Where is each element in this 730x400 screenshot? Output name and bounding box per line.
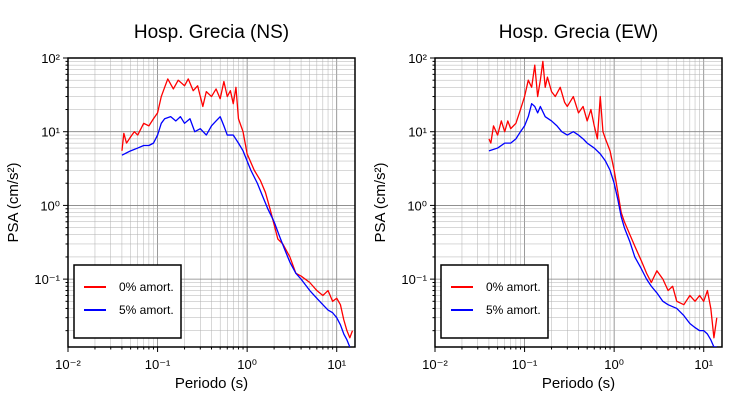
chart-panel-ns: 10⁻² 10⁻¹ 10⁰ 10¹ 10⁻¹ 10⁰ 10¹ 10² Hosp. Grecia …: [5, 22, 356, 392]
legend-label: 0% amort.: [486, 280, 541, 294]
x-axis-label: Periodo (s): [542, 375, 615, 392]
series-group: [121, 78, 354, 339]
series-line-damping-0: [488, 60, 718, 339]
series-line-damping-5: [121, 116, 351, 347]
legend-label: 0% amort.: [119, 280, 174, 294]
legend-box: [73, 264, 182, 339]
x-tick-label: 10⁰: [604, 357, 624, 372]
chart-title: Hosp. Grecia (NS): [134, 22, 289, 43]
legend: 0% amort. 5% amort.: [73, 264, 182, 339]
chart-panel-ew: 10⁻² 10⁻¹ 10⁰ 10¹ 10⁻¹ 10⁰ 10¹ 10² Hosp. Grecia …: [372, 22, 723, 392]
legend-box: [440, 264, 549, 339]
y-axis-label: PSA (cm/s²): [5, 162, 22, 242]
y-tick-label: 10²: [41, 51, 60, 66]
x-tick-label: 10¹: [327, 357, 346, 372]
x-tick-label: 10⁻¹: [145, 357, 171, 372]
x-tick-label: 10⁻²: [422, 357, 448, 372]
series-group: [121, 116, 351, 347]
y-tick-label: 10⁻¹: [401, 272, 427, 287]
y-tick-label: 10⁻¹: [34, 272, 60, 287]
y-tick-label: 10⁰: [40, 198, 60, 213]
y-tick-label: 10⁰: [407, 198, 427, 213]
legend-label: 5% amort.: [119, 303, 174, 317]
x-tick-label: 10⁻²: [55, 357, 81, 372]
chart-title: Hosp. Grecia (EW): [499, 22, 658, 43]
y-tick-label: 10¹: [41, 125, 60, 140]
x-tick-label: 10¹: [694, 357, 713, 372]
legend-label: 5% amort.: [486, 303, 541, 317]
axis-ticks: [430, 57, 705, 352]
series-line-damping-0: [121, 78, 354, 339]
y-tick-label: 10¹: [408, 125, 427, 140]
series-group: [488, 60, 718, 339]
y-tick-label: 10²: [408, 51, 427, 66]
legend: 0% amort. 5% amort.: [440, 264, 549, 339]
axis-ticks: [63, 57, 338, 352]
x-tick-label: 10⁻¹: [512, 357, 538, 372]
series-line-damping-5: [488, 103, 717, 347]
y-axis-label: PSA (cm/s²): [372, 162, 389, 242]
x-tick-label: 10⁰: [237, 357, 257, 372]
x-axis-label: Periodo (s): [175, 375, 248, 392]
series-group: [488, 103, 717, 347]
